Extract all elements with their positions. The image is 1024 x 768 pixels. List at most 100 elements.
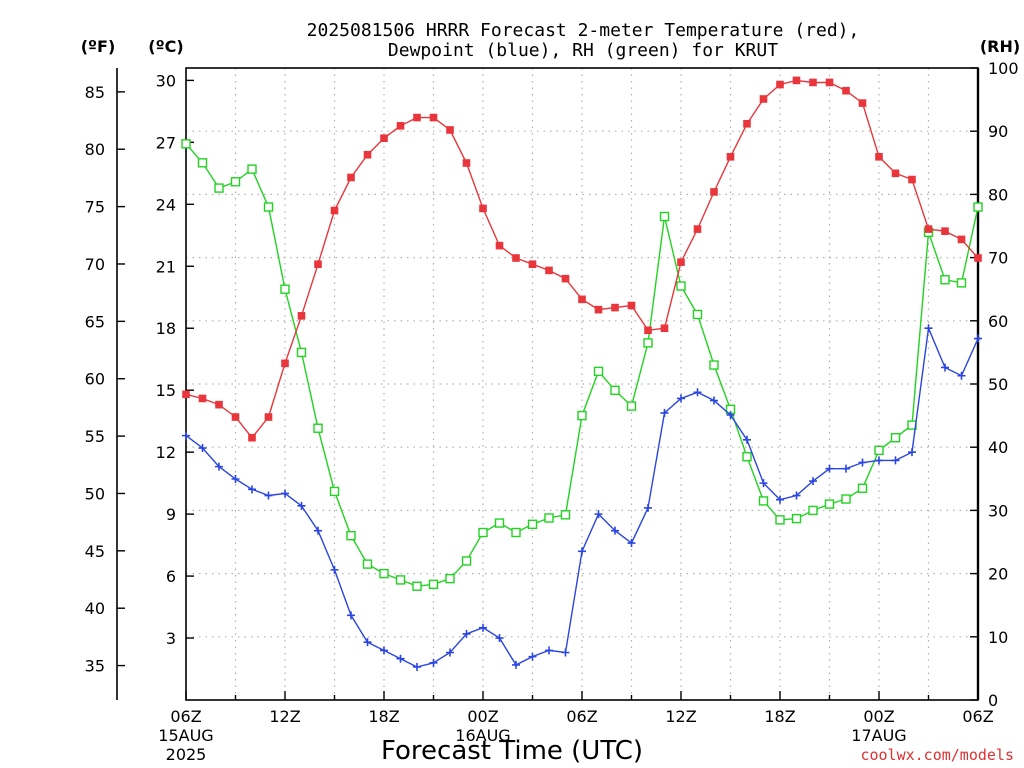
rh-tick-label: 0	[988, 691, 998, 710]
temperature-point	[512, 254, 520, 262]
dewpoint-point	[429, 658, 438, 667]
rh-point	[659, 211, 670, 222]
x-tick-label: 12Z	[665, 707, 696, 726]
rh-point	[197, 158, 208, 168]
rh-point	[461, 556, 472, 566]
temperature-point	[611, 303, 619, 312]
fahrenheit-tick-label: 85	[85, 83, 105, 102]
dewpoint-point	[363, 638, 372, 647]
x-axis-label: Forecast Time (UTC)	[381, 736, 643, 766]
chart-title-line2: Dewpoint (blue), RH (green) for KRUT	[388, 40, 778, 61]
dewpoint-point	[627, 539, 636, 548]
dewpoint-point	[809, 477, 817, 486]
rh-point	[329, 486, 340, 497]
rh-point	[610, 385, 620, 396]
rh-point	[593, 366, 604, 377]
dewpoint-point	[957, 371, 966, 380]
x-tick-label: 18Z	[368, 707, 399, 726]
rh-point	[808, 505, 818, 516]
rh-point	[478, 527, 488, 538]
rh-point	[527, 519, 538, 530]
temperature-point	[380, 134, 388, 143]
temperature-point	[413, 113, 421, 122]
temperature-point	[314, 260, 322, 269]
axes	[116, 67, 980, 701]
rh-point	[494, 518, 505, 528]
rh-point	[857, 483, 868, 493]
rh-tick-label: 90	[988, 122, 1008, 141]
celsius-tick-label: 6	[166, 567, 176, 586]
dewpoint-point	[842, 464, 850, 473]
celsius-tick-label: 9	[166, 505, 176, 524]
dewpoint-point	[974, 334, 982, 343]
temperature-point	[842, 86, 850, 95]
dewpoint-point	[875, 456, 883, 465]
temperature-point	[743, 119, 751, 128]
dewpoint-point	[924, 324, 933, 333]
temperature-point	[248, 433, 256, 442]
rh-point	[280, 284, 290, 294]
temperature-point	[858, 99, 867, 107]
dewpoint-point	[693, 388, 702, 397]
x-tick-label: 06Z	[962, 707, 993, 726]
dewpoint-point	[330, 565, 339, 574]
rh-point	[676, 281, 686, 291]
dewpoint-point	[792, 491, 801, 500]
series	[181, 76, 983, 671]
dewpoint-point	[644, 503, 652, 512]
rh-tick-label: 60	[988, 312, 1008, 331]
rh-point	[841, 494, 851, 504]
dewpoint-point	[545, 646, 553, 655]
rh-point	[395, 575, 406, 585]
dewpoint-point	[198, 444, 207, 453]
rh-point	[758, 496, 769, 506]
rh-point	[709, 360, 719, 370]
rh-point	[973, 202, 983, 212]
grid	[186, 68, 978, 700]
temperature-point	[693, 225, 702, 233]
dewpoint-point	[858, 458, 867, 467]
fahrenheit-tick-label: 55	[85, 427, 105, 446]
temperature-point	[710, 188, 718, 196]
fahrenheit-tick-label: 70	[85, 255, 105, 274]
temperature-point	[396, 122, 405, 130]
dewpoint-point	[677, 394, 685, 403]
x-tick-label: 00Z	[467, 707, 498, 726]
rh-point	[263, 202, 274, 212]
temperature-point	[726, 153, 735, 161]
chart-title-line1: 2025081506 HRRR Forecast 2-meter Tempera…	[307, 20, 860, 41]
dewpoint-point	[347, 611, 355, 620]
fahrenheit-tick-label: 50	[85, 484, 105, 503]
rh-point	[379, 568, 389, 579]
rh-point	[214, 183, 224, 193]
fahrenheit-tick-label: 60	[85, 370, 105, 389]
rh-point	[412, 581, 422, 591]
rh-point	[874, 445, 884, 456]
rh-tick-label: 80	[988, 185, 1008, 204]
rh-tick-label: 70	[988, 249, 1008, 268]
temperature-point	[528, 260, 537, 269]
rh-point	[362, 559, 373, 569]
temperature-point	[759, 95, 768, 103]
celsius-tick-label: 15	[156, 381, 176, 400]
rh-point	[511, 527, 521, 538]
rh-point	[544, 513, 554, 523]
rh-point	[742, 451, 752, 462]
rh-point	[247, 164, 257, 174]
x-tick-label: 06Z	[170, 707, 201, 726]
rh-point	[445, 573, 455, 584]
temperature-point	[297, 312, 306, 320]
rh-point	[181, 139, 191, 149]
temperature-point	[677, 258, 685, 266]
rh-point	[230, 177, 241, 187]
temperature-point	[363, 150, 372, 159]
rh-point	[428, 579, 439, 590]
temperature-point	[347, 173, 355, 182]
fahrenheit-tick-label: 40	[85, 599, 105, 618]
dewpoint-point	[264, 491, 273, 500]
x-tick-date-label: 16AUG	[455, 726, 510, 745]
dewpoint-point	[281, 489, 289, 498]
dewpoint-point	[479, 623, 487, 632]
dewpoint-point	[446, 648, 454, 657]
dewpoint-point	[776, 495, 784, 504]
